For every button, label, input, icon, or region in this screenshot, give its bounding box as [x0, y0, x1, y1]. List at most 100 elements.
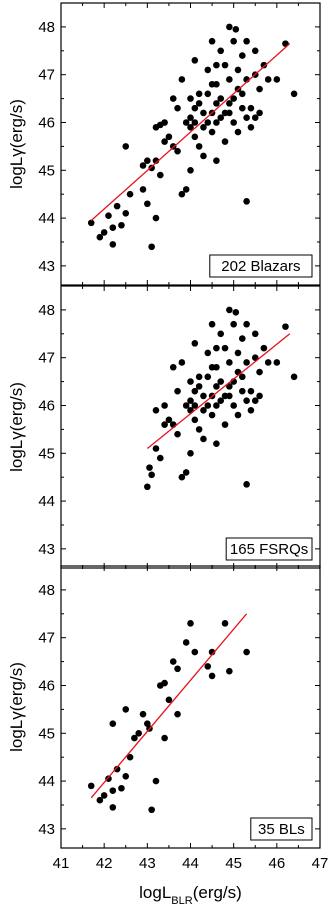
data-point	[221, 344, 229, 352]
data-point	[156, 171, 164, 179]
data-point	[187, 166, 194, 174]
data-point	[118, 221, 125, 229]
data-point	[243, 397, 250, 405]
data-point	[208, 320, 216, 328]
data-point	[131, 734, 138, 742]
data-point	[239, 373, 246, 381]
data-point	[100, 229, 108, 236]
data-point	[226, 100, 233, 107]
data-point	[226, 392, 233, 400]
data-point	[239, 52, 246, 59]
data-point	[256, 368, 263, 376]
data-point	[174, 387, 181, 395]
x-tick-label: 46	[268, 855, 285, 872]
data-point	[187, 114, 194, 122]
data-point	[208, 411, 216, 419]
data-point	[290, 90, 298, 98]
data-point	[122, 210, 130, 217]
data-point	[234, 128, 242, 136]
data-point	[146, 464, 153, 471]
y-tick-label: 46	[38, 397, 55, 414]
data-point	[195, 383, 203, 390]
legend-box	[225, 537, 313, 561]
data-point	[118, 784, 125, 792]
data-point	[273, 76, 281, 83]
data-point	[200, 152, 207, 160]
data-point	[174, 665, 181, 673]
y-tick-label: 45	[38, 162, 55, 179]
y-tick-label: 45	[38, 725, 55, 742]
data-point	[87, 219, 95, 227]
data-point	[187, 123, 194, 131]
data-point	[243, 198, 250, 205]
y-tick-label: 46	[38, 114, 55, 131]
x-tick-label: 45	[225, 855, 242, 872]
data-point	[152, 214, 160, 222]
data-point	[204, 349, 212, 357]
data-point	[139, 162, 147, 169]
data-point	[208, 363, 216, 371]
y-tick-label: 45	[38, 445, 55, 462]
data-point	[200, 392, 207, 400]
x-tick-label: 43	[139, 855, 156, 872]
data-point	[256, 85, 263, 93]
plot-frame	[60, 565, 321, 849]
data-point	[204, 663, 212, 670]
data-point	[217, 330, 225, 338]
data-point	[260, 61, 268, 69]
data-point	[230, 320, 237, 328]
data-point	[243, 37, 250, 45]
regression-line	[90, 43, 291, 221]
data-point	[169, 658, 177, 665]
data-point	[221, 620, 229, 627]
data-point	[100, 792, 108, 799]
data-point	[195, 100, 203, 107]
data-point	[182, 402, 190, 409]
data-point	[273, 359, 281, 366]
plot-frame	[60, 285, 321, 569]
data-point	[247, 406, 255, 414]
data-point	[126, 190, 134, 198]
data-point	[282, 323, 289, 330]
data-point	[187, 95, 194, 102]
data-point	[191, 57, 199, 64]
data-point	[204, 119, 212, 126]
data-point	[109, 224, 117, 231]
data-point	[148, 806, 155, 814]
data-point	[152, 445, 160, 452]
data-point	[109, 787, 117, 794]
data-point	[226, 383, 233, 390]
legend-box	[209, 254, 313, 278]
data-point	[221, 61, 229, 69]
data-point	[105, 212, 112, 219]
plot-frame	[60, 2, 321, 286]
y-tick-label: 44	[38, 493, 55, 510]
data-point	[200, 123, 207, 131]
data-point	[217, 47, 225, 55]
data-point	[208, 128, 216, 136]
y-tick-label: 47	[38, 350, 55, 367]
data-point	[213, 100, 220, 107]
data-point	[161, 734, 168, 742]
data-point	[234, 66, 242, 74]
regression-line	[90, 613, 248, 799]
panel-blazars: 43 44 45 46 47 48 logLγ(erg/s) 202 Blazars	[7, 2, 321, 286]
data-point	[239, 335, 246, 342]
data-point	[204, 90, 212, 98]
data-point	[243, 320, 250, 328]
data-point	[195, 373, 203, 381]
data-point	[251, 47, 259, 55]
data-point	[230, 37, 237, 45]
y-tick-label: 44	[38, 773, 55, 790]
data-point	[152, 157, 160, 165]
data-point	[195, 426, 203, 433]
data-point	[161, 402, 168, 409]
y-tick-label: 48	[38, 582, 55, 599]
data-point	[247, 387, 255, 395]
data-point	[226, 109, 233, 117]
data-point	[217, 397, 225, 405]
data-point	[126, 753, 134, 761]
x-tick-label: 47	[312, 855, 329, 872]
data-point	[182, 186, 190, 193]
